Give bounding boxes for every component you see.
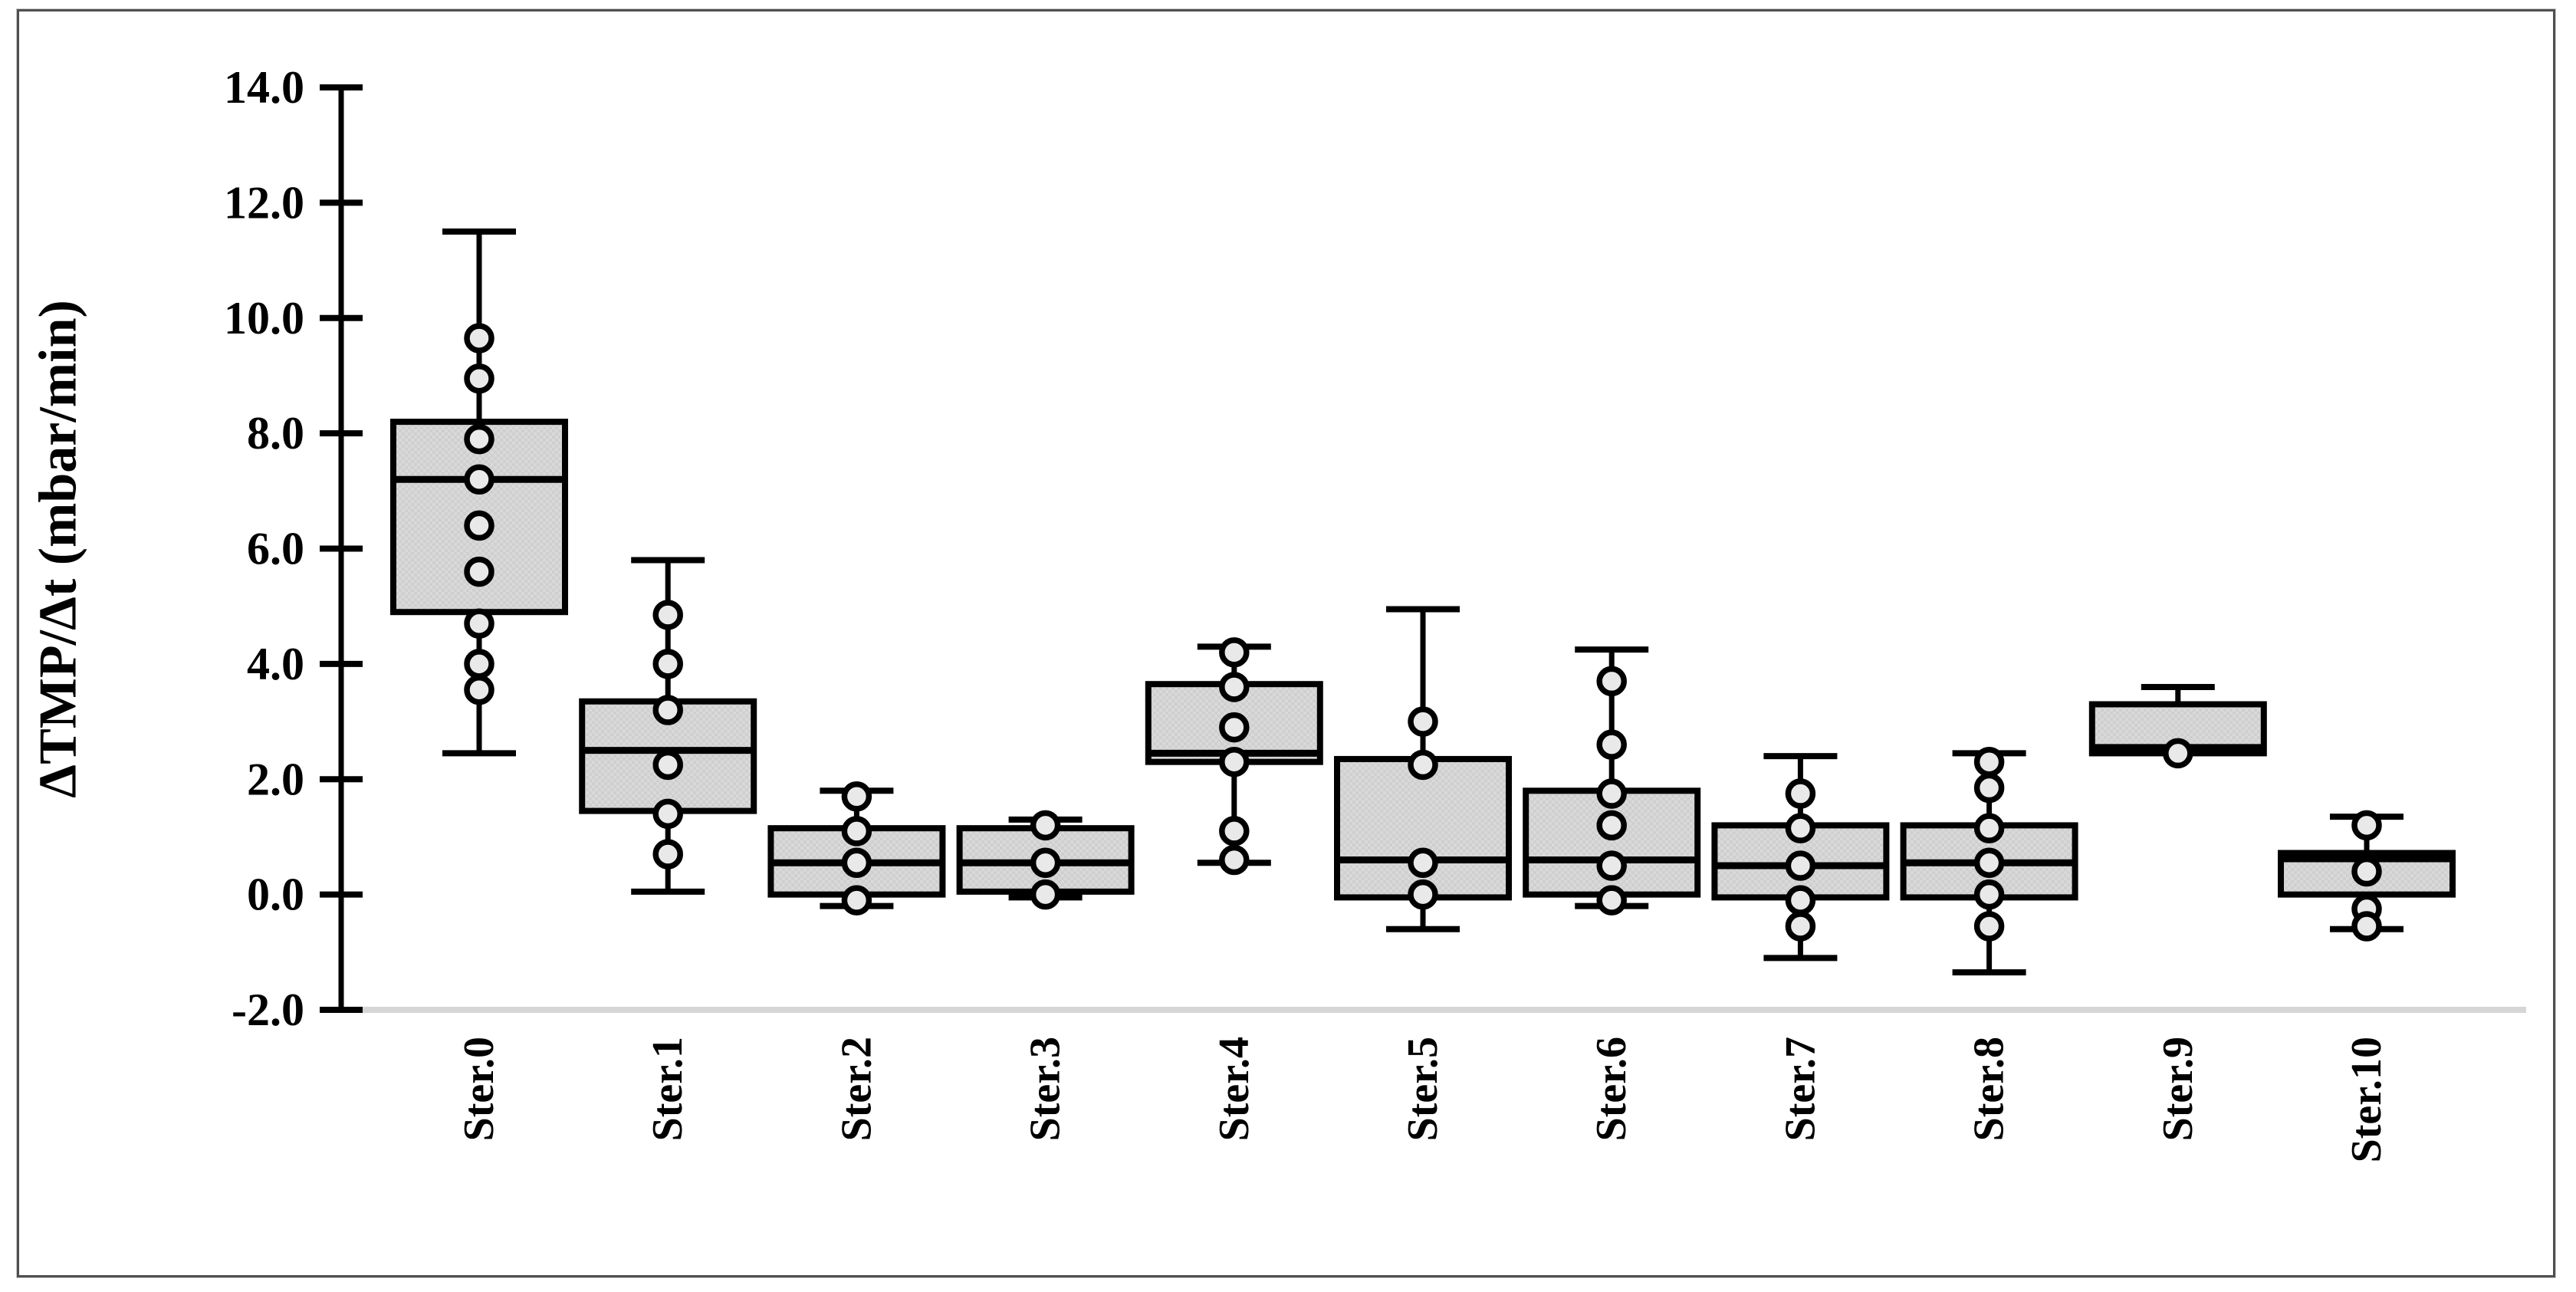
data-point xyxy=(652,749,683,781)
data-point xyxy=(1973,746,2005,778)
boxplot-Ster.6 xyxy=(1523,646,1701,916)
data-point xyxy=(464,510,495,541)
y-tick-label: 2.0 xyxy=(247,754,304,804)
y-tick-label: 8.0 xyxy=(247,408,304,459)
boxplot-Ster.9 xyxy=(2088,683,2267,769)
data-point xyxy=(652,798,683,830)
boxplot-Ster.2 xyxy=(767,781,946,916)
data-point xyxy=(1408,749,1438,781)
data-point xyxy=(1219,637,1250,668)
data-point xyxy=(464,608,495,639)
x-label-Ster.9: Ster.9 xyxy=(2154,1037,2202,1141)
data-point xyxy=(1030,879,1061,910)
data-point xyxy=(841,781,872,812)
data-point xyxy=(1973,813,2005,843)
data-point xyxy=(1785,911,1816,942)
x-label-Ster.0: Ster.0 xyxy=(455,1037,503,1141)
data-point xyxy=(464,556,495,587)
data-point xyxy=(1785,885,1816,916)
boxplot-Ster.8 xyxy=(1900,746,2078,976)
data-point xyxy=(1973,772,2005,804)
data-point xyxy=(1219,816,1250,847)
data-point xyxy=(464,323,495,353)
y-tick-label: 14.0 xyxy=(224,62,304,113)
y-tick-label: 0.0 xyxy=(247,870,304,920)
data-point xyxy=(2351,911,2382,942)
data-point xyxy=(1596,810,1627,841)
boxplot-Ster.5 xyxy=(1334,606,1512,932)
data-point xyxy=(1785,813,1816,843)
data-point xyxy=(464,423,495,455)
x-label-Ster.8: Ster.8 xyxy=(1966,1037,2013,1141)
x-label-Ster.1: Ster.1 xyxy=(644,1037,692,1141)
data-point xyxy=(1596,885,1627,916)
boxplot-Ster.0 xyxy=(390,228,568,757)
data-point xyxy=(1219,712,1250,743)
y-axis-title: ΔTMP/Δt (mbar/min) xyxy=(29,300,88,798)
data-point xyxy=(841,885,872,916)
data-point xyxy=(652,649,683,679)
data-point xyxy=(464,674,495,705)
boxplot-Ster.10 xyxy=(2278,810,2456,942)
boxplot-Ster.3 xyxy=(956,810,1135,910)
data-point xyxy=(1973,911,2005,942)
data-point xyxy=(1973,847,2005,879)
data-point xyxy=(2351,810,2382,841)
data-point xyxy=(464,649,495,679)
data-point xyxy=(1219,672,1250,702)
boxplot-Ster.1 xyxy=(579,557,757,895)
data-point xyxy=(1785,850,1816,881)
data-point xyxy=(1408,706,1438,737)
boxplot-Ster.4 xyxy=(1145,637,1323,876)
data-point xyxy=(1596,666,1627,697)
x-label-Ster.2: Ster.2 xyxy=(833,1037,880,1141)
data-point xyxy=(1408,879,1438,910)
y-tick-label: 12.0 xyxy=(224,177,304,228)
x-label-Ster.7: Ster.7 xyxy=(1776,1037,1824,1141)
data-point xyxy=(1030,810,1061,841)
data-point xyxy=(1219,746,1250,778)
data-point xyxy=(464,464,495,495)
x-label-Ster.10: Ster.10 xyxy=(2343,1037,2390,1162)
data-point xyxy=(841,816,872,847)
data-point xyxy=(1973,879,2005,910)
figure-frame xyxy=(16,8,2556,1278)
data-point xyxy=(841,847,872,879)
data-point xyxy=(1030,847,1061,879)
data-point xyxy=(1408,847,1438,879)
y-tick-label: 4.0 xyxy=(247,639,304,689)
boxplot-Ster.7 xyxy=(1711,753,1890,962)
y-tick-label: 6.0 xyxy=(247,524,304,574)
x-label-Ster.3: Ster.3 xyxy=(1022,1037,1070,1141)
data-point xyxy=(464,363,495,394)
data-point xyxy=(1596,729,1627,760)
data-point xyxy=(2163,738,2193,769)
data-point xyxy=(1785,778,1816,809)
data-point xyxy=(2351,856,2382,887)
data-point xyxy=(1596,778,1627,809)
x-label-Ster.6: Ster.6 xyxy=(1588,1037,1635,1141)
y-tick-label: -2.0 xyxy=(232,985,304,1035)
data-point xyxy=(652,600,683,630)
data-point xyxy=(652,695,683,725)
data-point xyxy=(1219,844,1250,876)
x-label-Ster.4: Ster.4 xyxy=(1211,1037,1258,1141)
y-tick-label: 10.0 xyxy=(224,293,304,344)
x-label-Ster.5: Ster.5 xyxy=(1399,1037,1447,1141)
data-point xyxy=(1596,850,1627,881)
data-point xyxy=(652,839,683,870)
